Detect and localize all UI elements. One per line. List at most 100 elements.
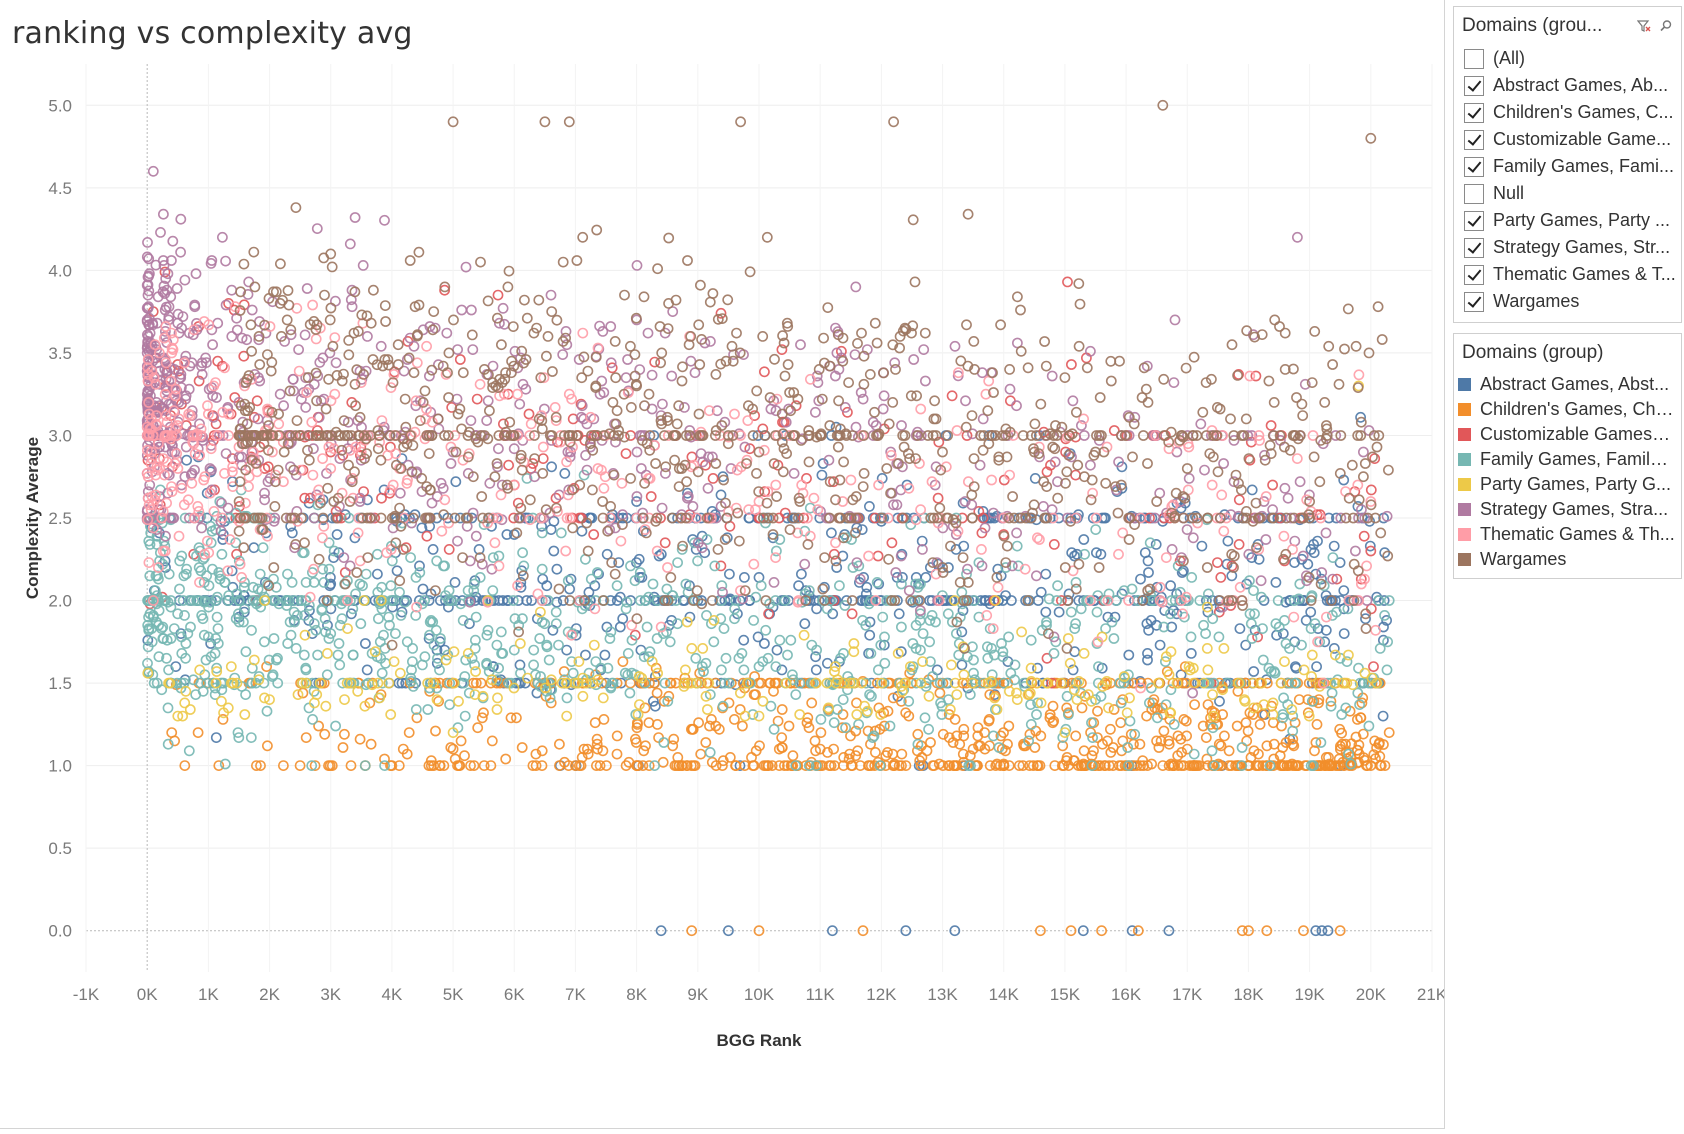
data-point <box>1268 760 1279 771</box>
data-point <box>299 610 310 621</box>
data-point <box>657 398 668 410</box>
data-point <box>933 436 945 448</box>
data-point <box>195 510 207 522</box>
data-point <box>958 540 970 552</box>
data-point <box>1158 725 1170 737</box>
data-point <box>1025 719 1037 730</box>
data-point <box>937 728 949 740</box>
data-point <box>367 284 379 296</box>
data-point <box>1051 595 1063 606</box>
data-point <box>964 689 976 700</box>
data-point <box>900 925 912 937</box>
data-point <box>316 605 328 616</box>
data-point <box>794 709 806 720</box>
data-point <box>1236 742 1248 753</box>
data-point <box>1013 760 1025 771</box>
data-point <box>857 481 869 492</box>
data-point <box>924 636 935 648</box>
data-point <box>776 742 788 753</box>
data-point <box>665 572 677 583</box>
data-point <box>963 476 974 488</box>
data-point <box>1011 400 1022 412</box>
data-point <box>798 512 809 524</box>
data-point <box>562 626 574 638</box>
data-point <box>174 583 185 595</box>
data-point <box>846 608 858 620</box>
data-point <box>693 717 704 729</box>
data-point <box>1215 740 1227 752</box>
data-point <box>1005 395 1016 407</box>
data-point <box>1056 760 1068 771</box>
data-point <box>1340 738 1351 750</box>
data-point <box>268 562 280 573</box>
data-point <box>915 578 926 590</box>
data-point <box>259 487 270 499</box>
data-point <box>771 644 783 656</box>
data-point <box>463 618 475 630</box>
data-point <box>773 512 785 524</box>
data-point <box>972 730 984 742</box>
data-point <box>192 727 204 738</box>
data-point <box>375 652 387 664</box>
data-point <box>1066 677 1078 689</box>
data-point <box>1214 695 1225 707</box>
data-point <box>976 544 987 555</box>
data-point <box>956 626 968 638</box>
data-point <box>751 467 762 479</box>
data-point <box>254 359 266 370</box>
data-point <box>577 231 589 243</box>
data-point <box>774 760 785 771</box>
data-point <box>838 456 849 468</box>
data-point <box>975 677 986 689</box>
data-point <box>468 585 480 596</box>
data-point <box>915 403 927 415</box>
data-point <box>255 760 266 771</box>
data-point <box>745 677 756 689</box>
data-point <box>949 925 961 937</box>
data-point <box>369 512 380 524</box>
data-point <box>1086 717 1097 729</box>
data-point <box>1049 760 1061 771</box>
worksheet: ranking vs complexity avg 0.0 0.5 1.0 1.5 2.… <box>0 0 1445 1129</box>
data-point <box>1234 623 1246 634</box>
data-point <box>928 760 940 771</box>
data-point <box>320 700 332 712</box>
data-point <box>261 740 273 752</box>
data-point <box>874 760 886 771</box>
data-point <box>570 760 581 771</box>
data-point <box>686 643 698 654</box>
scatter-plot[interactable]: 0.00.51.01.52.02.53.03.54.04.55.0-1K 0K 1K… <box>0 0 1444 1128</box>
data-point <box>313 720 324 732</box>
data-point <box>442 601 454 613</box>
data-point <box>1212 466 1224 478</box>
data-point <box>724 568 735 580</box>
data-point <box>704 747 716 758</box>
data-point <box>1081 362 1093 374</box>
data-point <box>893 760 905 771</box>
data-point <box>270 654 282 666</box>
data-point <box>197 685 209 697</box>
data-point <box>299 537 310 549</box>
data-point <box>577 327 589 339</box>
data-point <box>982 405 994 417</box>
data-point <box>419 385 431 397</box>
data-point <box>896 748 908 760</box>
data-point <box>919 712 931 724</box>
data-point <box>534 633 546 644</box>
data-point <box>643 717 655 729</box>
data-point <box>173 530 185 542</box>
data-point <box>528 644 540 656</box>
data-point <box>207 339 218 351</box>
data-point <box>1244 575 1255 587</box>
data-point <box>1278 530 1290 542</box>
data-point <box>481 629 493 641</box>
data-point <box>682 255 693 266</box>
data-point <box>949 714 961 725</box>
data-point <box>1314 476 1326 488</box>
data-point <box>858 467 870 479</box>
data-point <box>338 728 350 740</box>
data-point <box>1357 728 1369 740</box>
data-point <box>687 500 699 512</box>
data-point <box>755 580 767 592</box>
data-point <box>286 527 298 539</box>
